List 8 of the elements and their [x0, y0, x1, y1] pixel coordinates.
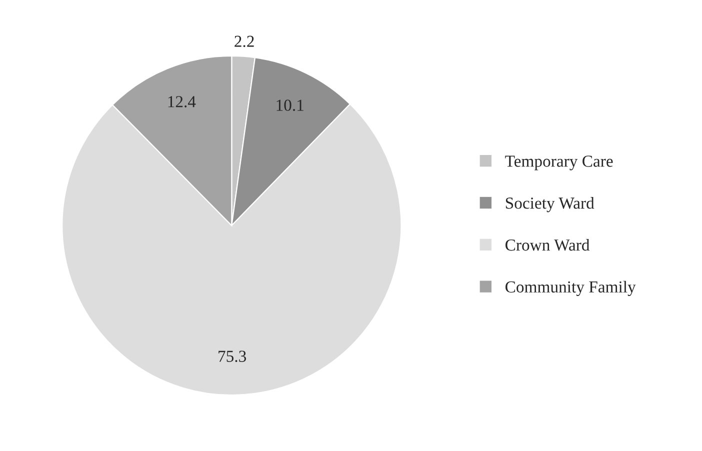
legend-label: Temporary Care	[505, 156, 613, 170]
legend-label: Society Ward	[506, 197, 594, 212]
data-label: 75.3	[218, 350, 246, 362]
data-label: 12.4	[168, 96, 196, 108]
data-label: 2.2	[234, 36, 254, 48]
data-label: 10.1	[276, 100, 304, 111]
legend-label: Crown Ward	[506, 238, 590, 251]
legend-label: Community Family	[506, 280, 636, 296]
